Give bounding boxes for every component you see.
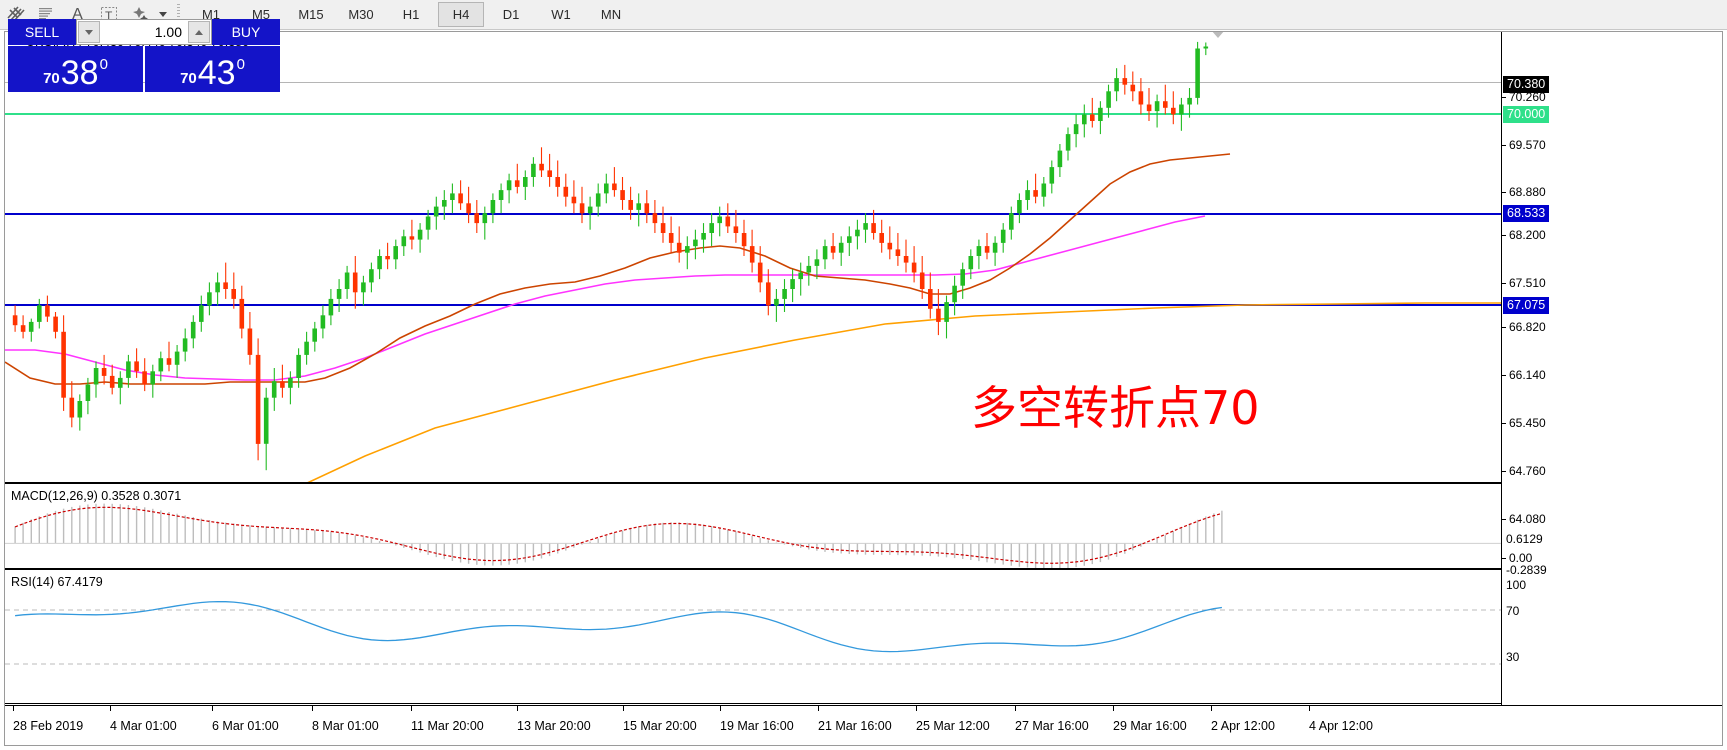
one-click-trading-panel[interactable]: SELL 1.00 BUY 70 38 0 70 43 0 xyxy=(8,19,280,92)
level-70-badge: 70.000 xyxy=(1503,106,1550,123)
timeframe-m30[interactable]: M30 xyxy=(348,7,374,22)
ma-mid-line xyxy=(5,215,1206,381)
macd-label: MACD(12,26,9) 0.3528 0.3071 xyxy=(11,489,182,503)
macd-series xyxy=(5,503,1501,568)
rsi-series xyxy=(5,600,1501,665)
price-tick-68200: 68.200 xyxy=(1502,228,1546,242)
time-label-9: 25 Mar 12:00 xyxy=(916,719,990,733)
price-tick-64760: 64.760 xyxy=(1502,464,1546,478)
chart-annotation: 多空转折点70 xyxy=(971,381,1260,435)
sell-price-prefix: 70 xyxy=(43,70,60,87)
timeframe-m1[interactable]: M1 xyxy=(201,7,221,22)
ma-slow-line xyxy=(307,302,1501,482)
buy-price-sup: 0 xyxy=(236,56,245,73)
rsi-tick-70: 70 xyxy=(1506,604,1520,618)
price-tick-64080: 64.080 xyxy=(1502,512,1546,526)
support-badge: 67.075 xyxy=(1503,297,1550,314)
time-label-2: 6 Mar 01:00 xyxy=(212,719,279,733)
macd-pane[interactable]: MACD(12,26,9) 0.3528 0.3071 xyxy=(5,486,1501,570)
last-price-line xyxy=(5,82,1501,83)
time-label-6: 15 Mar 20:00 xyxy=(623,719,697,733)
rsi-tick-30: 30 xyxy=(1506,650,1520,664)
chart-area[interactable]: UKOil-,H4 70.430 70.440 70.340 70.380 多空… xyxy=(4,31,1723,746)
rsi-pane[interactable]: RSI(14) 67.4179 xyxy=(5,572,1501,704)
macd-tick-zero: 0.00 xyxy=(1502,551,1532,565)
buy-price-big: 43 xyxy=(197,54,236,92)
timeframe-d1[interactable]: D1 xyxy=(502,7,520,22)
volume-decrement-button[interactable] xyxy=(78,21,100,43)
objects-dropdown-icon[interactable] xyxy=(155,1,171,28)
volume-value[interactable]: 1.00 xyxy=(101,20,187,44)
resistance-line xyxy=(5,213,1501,215)
sell-button[interactable]: SELL xyxy=(8,19,76,45)
svg-text:T: T xyxy=(105,9,113,23)
price-tick-65450: 65.450 xyxy=(1502,416,1546,430)
time-axis[interactable]: 28 Feb 2019 4 Mar 01:00 6 Mar 01:00 8 Ma… xyxy=(5,705,1722,745)
macd-signal-line xyxy=(14,506,1223,564)
sell-price-display[interactable]: 70 38 0 xyxy=(8,46,143,92)
time-label-10: 27 Mar 16:00 xyxy=(1015,719,1089,733)
support-line xyxy=(5,304,1501,306)
price-tick-66140: 66.140 xyxy=(1502,368,1546,382)
volume-increment-button[interactable] xyxy=(188,21,210,43)
candles-group xyxy=(12,41,1209,471)
time-label-8: 21 Mar 16:00 xyxy=(818,719,892,733)
buy-button[interactable]: BUY xyxy=(212,19,280,45)
timeframe-h4[interactable]: H4 xyxy=(438,2,484,27)
ma-fast-line xyxy=(5,153,1231,385)
timeframe-w1[interactable]: W1 xyxy=(551,7,571,22)
objects-icon[interactable] xyxy=(124,1,155,28)
price-pane[interactable]: UKOil-,H4 70.430 70.440 70.340 70.380 多空… xyxy=(5,32,1501,484)
buy-price-prefix: 70 xyxy=(180,70,197,87)
rsi-line xyxy=(15,600,1222,653)
price-tick-70260: 70.260 xyxy=(1502,90,1546,104)
time-label-12: 2 Apr 12:00 xyxy=(1211,719,1275,733)
level-70-line xyxy=(5,113,1501,115)
sell-price-sup: 0 xyxy=(99,56,108,73)
sell-price-big: 38 xyxy=(60,54,99,92)
price-tick-67510: 67.510 xyxy=(1502,276,1546,290)
time-label-5: 13 Mar 20:00 xyxy=(517,719,591,733)
timeframe-mn[interactable]: MN xyxy=(600,7,622,22)
time-label-3: 8 Mar 01:00 xyxy=(312,719,379,733)
price-tick-69570: 69.570 xyxy=(1502,138,1546,152)
rsi-tick-100: 100 xyxy=(1506,578,1527,592)
time-label-1: 4 Mar 01:00 xyxy=(110,719,177,733)
timeframe-m5[interactable]: M5 xyxy=(251,7,271,22)
toolbar-separator xyxy=(174,3,183,27)
timeframe-h1[interactable]: H1 xyxy=(402,7,420,22)
price-tick-68880: 68.880 xyxy=(1502,185,1546,199)
time-label-7: 19 Mar 16:00 xyxy=(720,719,794,733)
price-axis[interactable]: 70.380 70.260 70.000 69.570 68.880 68.53… xyxy=(1501,32,1722,745)
time-label-4: 11 Mar 20:00 xyxy=(411,719,484,733)
time-label-11: 29 Mar 16:00 xyxy=(1113,719,1187,733)
chart-toolbar: E F A T xyxy=(0,0,1727,30)
timeframe-m15[interactable]: M15 xyxy=(298,7,324,22)
text-tool-icon[interactable]: A xyxy=(72,5,83,23)
time-label-0: 28 Feb 2019 xyxy=(13,719,84,733)
macd-tick-min: -0.2839 xyxy=(1506,563,1547,577)
buy-price-display[interactable]: 70 43 0 xyxy=(145,46,280,92)
volume-field[interactable]: 1.00 xyxy=(76,19,212,45)
last-price-badge: 70.380 xyxy=(1503,76,1550,93)
macd-tick-max: 0.6129 xyxy=(1506,532,1543,546)
time-label-13: 4 Apr 12:00 xyxy=(1309,719,1373,733)
price-tick-66820: 66.820 xyxy=(1502,320,1546,334)
macd-histogram xyxy=(5,503,1501,568)
rsi-label: RSI(14) 67.4179 xyxy=(11,575,103,589)
candlestick-series xyxy=(5,41,1501,482)
resistance-badge: 68.533 xyxy=(1503,205,1550,222)
chart-cursor-marker-icon xyxy=(1211,32,1225,38)
